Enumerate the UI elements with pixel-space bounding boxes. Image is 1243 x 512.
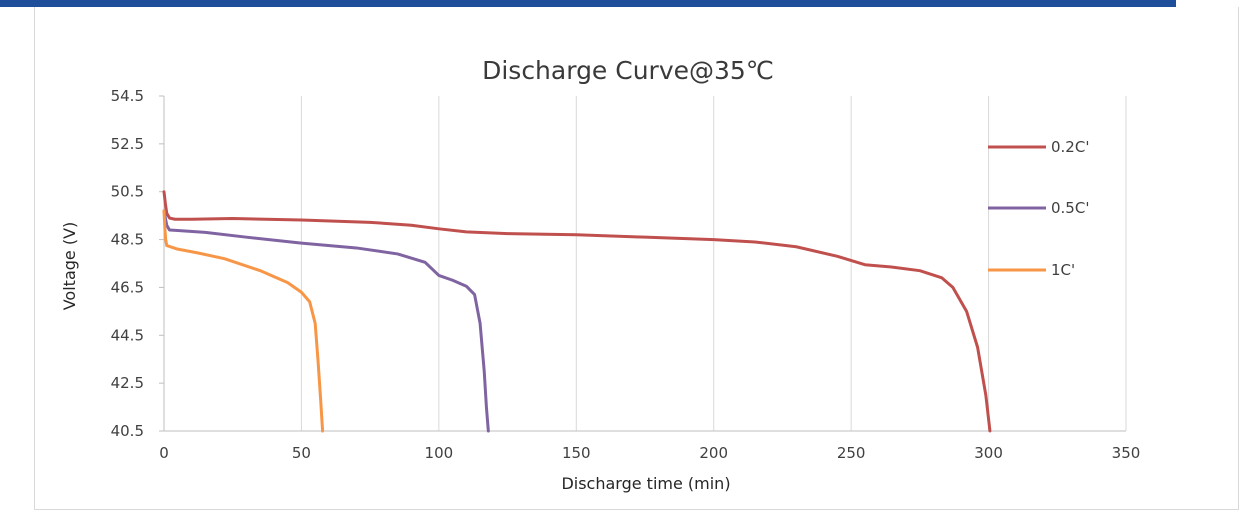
x-tick-label: 50 bbox=[292, 444, 311, 462]
x-tick-label: 250 bbox=[837, 444, 866, 462]
y-axis-label: Voltage (V) bbox=[60, 222, 79, 311]
x-axis-label: Discharge time (min) bbox=[561, 474, 730, 493]
legend-label: 0.2C' bbox=[1051, 138, 1089, 156]
chart-frame bbox=[34, 7, 1239, 510]
x-tick-label: 200 bbox=[699, 444, 728, 462]
axes bbox=[159, 95, 1126, 432]
y-tick-label: 50.5 bbox=[111, 183, 144, 201]
chart-title: Discharge Curve@35℃ bbox=[482, 56, 774, 85]
legend-label: 1C' bbox=[1051, 261, 1075, 279]
series-group bbox=[162, 190, 992, 433]
series-line-2 bbox=[162, 209, 490, 433]
series-line-3 bbox=[162, 209, 325, 433]
series-line-1 bbox=[162, 190, 992, 433]
x-tick-label: 0 bbox=[159, 444, 169, 462]
y-tick-label: 46.5 bbox=[111, 278, 144, 296]
x-tick-label: 100 bbox=[425, 444, 454, 462]
x-tick-label: 300 bbox=[974, 444, 1003, 462]
y-tick-label: 52.5 bbox=[111, 135, 144, 153]
y-tick-label: 48.5 bbox=[111, 231, 144, 249]
x-tick-label: 150 bbox=[562, 444, 591, 462]
top-accent-bar bbox=[0, 0, 1176, 7]
y-tick-label: 40.5 bbox=[111, 422, 144, 440]
grid-lines bbox=[300, 96, 1127, 431]
y-tick-label: 42.5 bbox=[111, 374, 144, 392]
y-tick-labels: 54.5 52.5 50.5 48.5 46.5 44.5 42.5 40.5 bbox=[111, 87, 144, 440]
x-tick-label: 350 bbox=[1112, 444, 1141, 462]
legend: 0.2C' 0.5C' 1C' bbox=[988, 138, 1089, 279]
y-tick-label: 44.5 bbox=[111, 326, 144, 344]
y-tick-label: 54.5 bbox=[111, 87, 144, 105]
x-tick-labels: 0 50 100 150 200 250 300 350 bbox=[159, 444, 1140, 462]
legend-label: 0.5C' bbox=[1051, 199, 1089, 217]
